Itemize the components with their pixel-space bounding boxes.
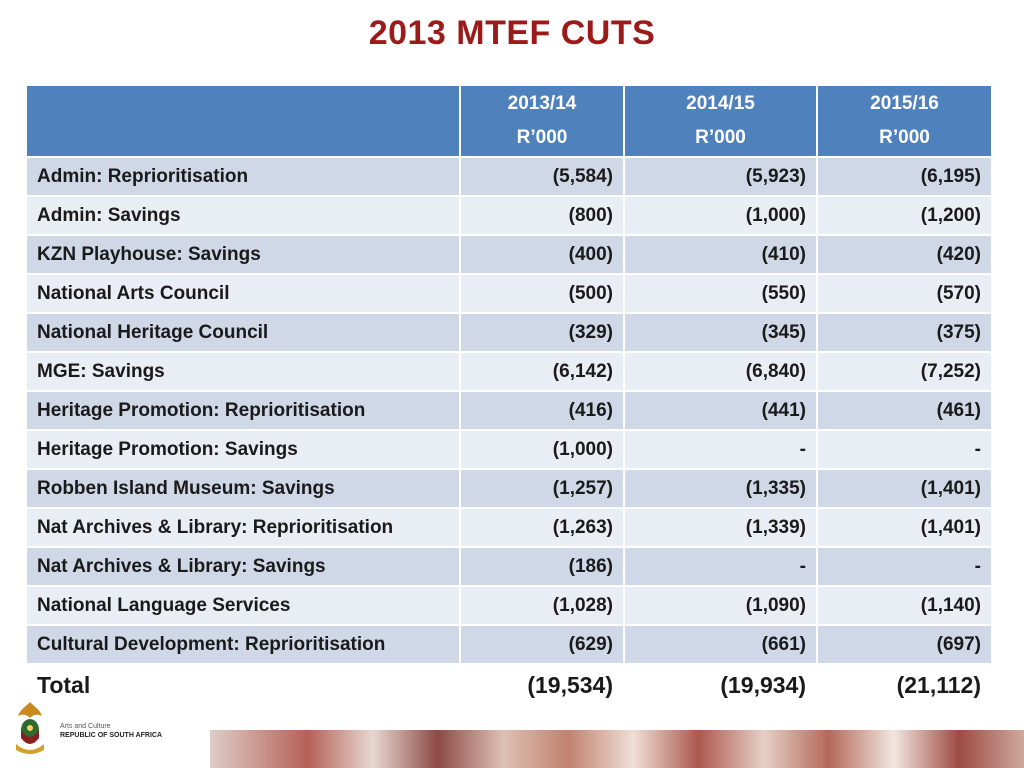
- value-2014-15: (1,090): [623, 585, 818, 626]
- header-year: 2013/14: [507, 93, 577, 114]
- value-2013-14: (416): [459, 390, 625, 431]
- department-logo: Arts and Culture REPUBLIC OF SOUTH AFRIC…: [8, 696, 208, 762]
- total-2013-14: (19,534): [459, 663, 625, 707]
- value-2013-14: (400): [459, 234, 625, 275]
- total-2014-15: (19,934): [623, 663, 818, 707]
- table-row: National Language Services (1,028) (1,09…: [25, 585, 993, 626]
- table-row: Admin: Savings (800) (1,000) (1,200): [25, 195, 993, 236]
- row-label: Admin: Reprioritisation: [25, 156, 461, 197]
- table-row: National Heritage Council (329) (345) (3…: [25, 312, 993, 353]
- value-2013-14: (1,257): [459, 468, 625, 509]
- mtef-cuts-table: 2013/14 R’000 2014/15 R’000 2015/16 R’00…: [25, 84, 993, 707]
- table-row: Nat Archives & Library: Reprioritisation…: [25, 507, 993, 548]
- row-label: Heritage Promotion: Savings: [25, 429, 461, 470]
- value-2014-15: -: [623, 429, 818, 470]
- value-2013-14: (629): [459, 624, 625, 665]
- value-2013-14: (1,263): [459, 507, 625, 548]
- value-2013-14: (6,142): [459, 351, 625, 392]
- header-unit: R’000: [879, 127, 930, 148]
- table-row: MGE: Savings (6,142) (6,840) (7,252): [25, 351, 993, 392]
- value-2013-14: (1,000): [459, 429, 625, 470]
- value-2015-16: (461): [816, 390, 993, 431]
- row-label: National Language Services: [25, 585, 461, 626]
- row-label: Admin: Savings: [25, 195, 461, 236]
- row-label: MGE: Savings: [25, 351, 461, 392]
- country-name: REPUBLIC OF SOUTH AFRICA: [60, 732, 163, 739]
- row-label: National Heritage Council: [25, 312, 461, 353]
- total-2015-16: (21,112): [816, 663, 993, 707]
- value-2014-15: (1,000): [623, 195, 818, 236]
- footer-banner: Arts and Culture REPUBLIC OF SOUTH AFRIC…: [0, 690, 1024, 768]
- value-2013-14: (800): [459, 195, 625, 236]
- row-label: Robben Island Museum: Savings: [25, 468, 461, 509]
- row-label: Nat Archives & Library: Savings: [25, 546, 461, 587]
- header-unit: R’000: [516, 127, 568, 148]
- table-row: Heritage Promotion: Savings (1,000) - -: [25, 429, 993, 470]
- row-label: Heritage Promotion: Reprioritisation: [25, 390, 461, 431]
- table-row: Cultural Development: Reprioritisation (…: [25, 624, 993, 665]
- value-2013-14: (500): [459, 273, 625, 314]
- value-2013-14: (186): [459, 546, 625, 587]
- value-2015-16: (570): [816, 273, 993, 314]
- table-row: National Arts Council (500) (550) (570): [25, 273, 993, 314]
- value-2015-16: (1,200): [816, 195, 993, 236]
- department-line: Arts and Culture: [60, 723, 111, 730]
- value-2014-15: (441): [623, 390, 818, 431]
- header-2013-14: 2013/14 R’000: [459, 84, 625, 158]
- value-2015-16: (6,195): [816, 156, 993, 197]
- header-2014-15: 2014/15 R’000: [623, 84, 818, 158]
- row-label: Nat Archives & Library: Reprioritisation: [25, 507, 461, 548]
- total-label: Total: [25, 663, 461, 707]
- row-label: KZN Playhouse: Savings: [25, 234, 461, 275]
- value-2015-16: (1,401): [816, 507, 993, 548]
- value-2015-16: -: [816, 546, 993, 587]
- table-row: Admin: Reprioritisation (5,584) (5,923) …: [25, 156, 993, 197]
- value-2015-16: (420): [816, 234, 993, 275]
- header-label-col: [25, 84, 461, 158]
- value-2014-15: (661): [623, 624, 818, 665]
- table-header-row: 2013/14 R’000 2014/15 R’000 2015/16 R’00…: [25, 84, 993, 158]
- value-2015-16: (697): [816, 624, 993, 665]
- value-2015-16: (1,401): [816, 468, 993, 509]
- value-2014-15: (5,923): [623, 156, 818, 197]
- header-unit: R’000: [695, 127, 746, 148]
- table-row: KZN Playhouse: Savings (400) (410) (420): [25, 234, 993, 275]
- value-2013-14: (329): [459, 312, 625, 353]
- coat-of-arms-icon: [16, 702, 44, 754]
- value-2014-15: -: [623, 546, 818, 587]
- value-2015-16: -: [816, 429, 993, 470]
- value-2015-16: (1,140): [816, 585, 993, 626]
- row-label: National Arts Council: [25, 273, 461, 314]
- value-2014-15: (410): [623, 234, 818, 275]
- department-name: Arts and Culture REPUBLIC OF SOUTH AFRIC…: [60, 722, 162, 740]
- table-row: Nat Archives & Library: Savings (186) - …: [25, 546, 993, 587]
- value-2014-15: (550): [623, 273, 818, 314]
- value-2014-15: (1,335): [623, 468, 818, 509]
- heritage-image-strip: [210, 730, 1024, 768]
- table-row: Robben Island Museum: Savings (1,257) (1…: [25, 468, 993, 509]
- value-2015-16: (7,252): [816, 351, 993, 392]
- value-2013-14: (1,028): [459, 585, 625, 626]
- value-2014-15: (345): [623, 312, 818, 353]
- value-2013-14: (5,584): [459, 156, 625, 197]
- table-row: Heritage Promotion: Reprioritisation (41…: [25, 390, 993, 431]
- value-2015-16: (375): [816, 312, 993, 353]
- header-year: 2015/16: [870, 93, 939, 114]
- row-label: Cultural Development: Reprioritisation: [25, 624, 461, 665]
- header-2015-16: 2015/16 R’000: [816, 84, 993, 158]
- page-title: 2013 MTEF CUTS: [368, 14, 656, 52]
- total-row: Total (19,534) (19,934) (21,112): [25, 663, 993, 707]
- value-2014-15: (1,339): [623, 507, 818, 548]
- value-2014-15: (6,840): [623, 351, 818, 392]
- header-year: 2014/15: [686, 93, 755, 114]
